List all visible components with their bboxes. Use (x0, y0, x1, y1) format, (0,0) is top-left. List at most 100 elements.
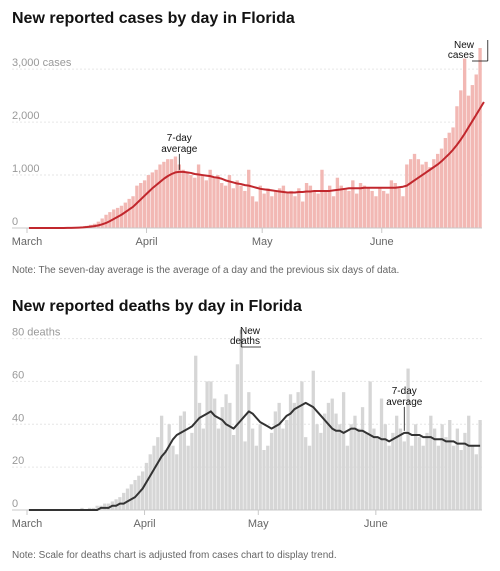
cases-y-tick-label: 3,000 cases (12, 57, 72, 69)
cases-bar (173, 156, 178, 228)
deaths-x-tick-label: May (248, 518, 269, 530)
cases-average-line (28, 101, 485, 229)
deaths-bar (440, 424, 444, 510)
deaths-latest-label: New (240, 326, 261, 337)
deaths-chart-note: Note: Scale for deaths chart is adjusted… (12, 550, 337, 561)
cases-bar (366, 188, 370, 228)
cases-bar (304, 183, 309, 228)
deaths-bar (194, 355, 198, 510)
deaths-bar (334, 413, 338, 510)
deaths-bar (478, 420, 482, 510)
cases-bar (435, 153, 440, 228)
deaths-bar (357, 428, 361, 510)
cases-bar (393, 183, 397, 228)
deaths-bar (455, 428, 459, 510)
cases-bar (250, 196, 255, 228)
cases-x-tick-label: March (12, 236, 43, 248)
deaths-bar (330, 398, 334, 510)
cases-bar (177, 164, 181, 228)
deaths-bar (292, 402, 296, 510)
cases-bar (150, 172, 154, 228)
cases-bar (104, 214, 108, 228)
cases-bar (162, 161, 166, 228)
deaths-bar (349, 424, 353, 510)
cases-bar (401, 196, 405, 228)
deaths-bar (247, 392, 251, 510)
cases-bar (385, 193, 390, 228)
cases-bar (258, 185, 262, 228)
deaths-bar (277, 402, 281, 510)
deaths-bar (148, 454, 152, 510)
cases-bar (335, 177, 340, 228)
cases-bar (447, 132, 451, 228)
deaths-bar (254, 445, 259, 510)
cases-chart: 0 1,000 2,000 3,000 cases March April May June 7… (12, 40, 489, 248)
cases-bar (223, 185, 228, 228)
cases-bar (135, 185, 139, 228)
cases-latest-label: cases (448, 50, 474, 61)
cases-bar (146, 175, 151, 228)
cases-x-tick-label: April (136, 236, 158, 248)
deaths-bar (262, 450, 266, 510)
cases-bar (351, 180, 355, 228)
deaths-bar (205, 381, 209, 510)
cases-bar (462, 58, 467, 229)
deaths-bar (159, 415, 164, 510)
cases-bar (231, 188, 235, 228)
deaths-bar (448, 420, 452, 510)
deaths-bar (474, 454, 478, 510)
cases-y-tick-label: 2,000 (12, 110, 40, 122)
cases-bar (378, 188, 382, 228)
cases-bar (362, 185, 367, 228)
deaths-bar (228, 402, 232, 510)
deaths-chart: 0 20 40 60 80 deaths March April May June 7-dayav… (12, 326, 482, 530)
deaths-bar (360, 407, 365, 510)
deaths-bar (429, 415, 433, 510)
cases-x-tick-label: May (252, 236, 273, 248)
deaths-bar (383, 424, 387, 510)
deaths-bar (300, 381, 304, 510)
cases-bar (408, 159, 413, 228)
deaths-bar (269, 432, 274, 510)
cases-bar (316, 193, 320, 228)
cases-chart-note: Note: The seven-day average is the avera… (12, 265, 400, 276)
deaths-bar (122, 492, 126, 510)
cases-bar (331, 196, 336, 228)
deaths-bar (425, 432, 429, 510)
deaths-bar (95, 505, 99, 510)
deaths-bar (224, 394, 228, 510)
deaths-bar (213, 398, 217, 510)
deaths-bar (243, 441, 247, 510)
cases-bar (216, 175, 220, 228)
cases-bar (239, 185, 243, 228)
deaths-bar (341, 392, 346, 510)
deaths-bar (87, 507, 92, 510)
cases-bar (208, 169, 212, 228)
deaths-bar (470, 445, 475, 510)
deaths-bar (372, 428, 376, 510)
deaths-bar (258, 424, 262, 510)
deaths-bar (250, 428, 255, 510)
deaths-bar (152, 445, 156, 510)
deaths-bar (273, 411, 277, 510)
cases-bar (312, 190, 316, 228)
cases-bar (459, 90, 463, 228)
cases-bar (439, 148, 444, 228)
deaths-latest-label: deaths (230, 336, 260, 347)
deaths-chart-title: New reported deaths by day in Florida (12, 298, 302, 315)
cases-bar (455, 106, 459, 228)
deaths-y-tick-label: 0 (12, 498, 18, 510)
cases-bar (243, 190, 247, 228)
cases-bar (158, 164, 162, 228)
cases-bar (301, 201, 305, 228)
cases-bar (424, 161, 428, 228)
cases-bar (189, 175, 193, 228)
cases-average-label: 7-day (167, 133, 192, 144)
deaths-bar (315, 424, 319, 510)
cases-bar (428, 167, 432, 228)
cases-bar (227, 175, 232, 228)
cases-bar (474, 74, 478, 228)
deaths-bar (281, 428, 285, 510)
cases-bar (274, 190, 278, 228)
